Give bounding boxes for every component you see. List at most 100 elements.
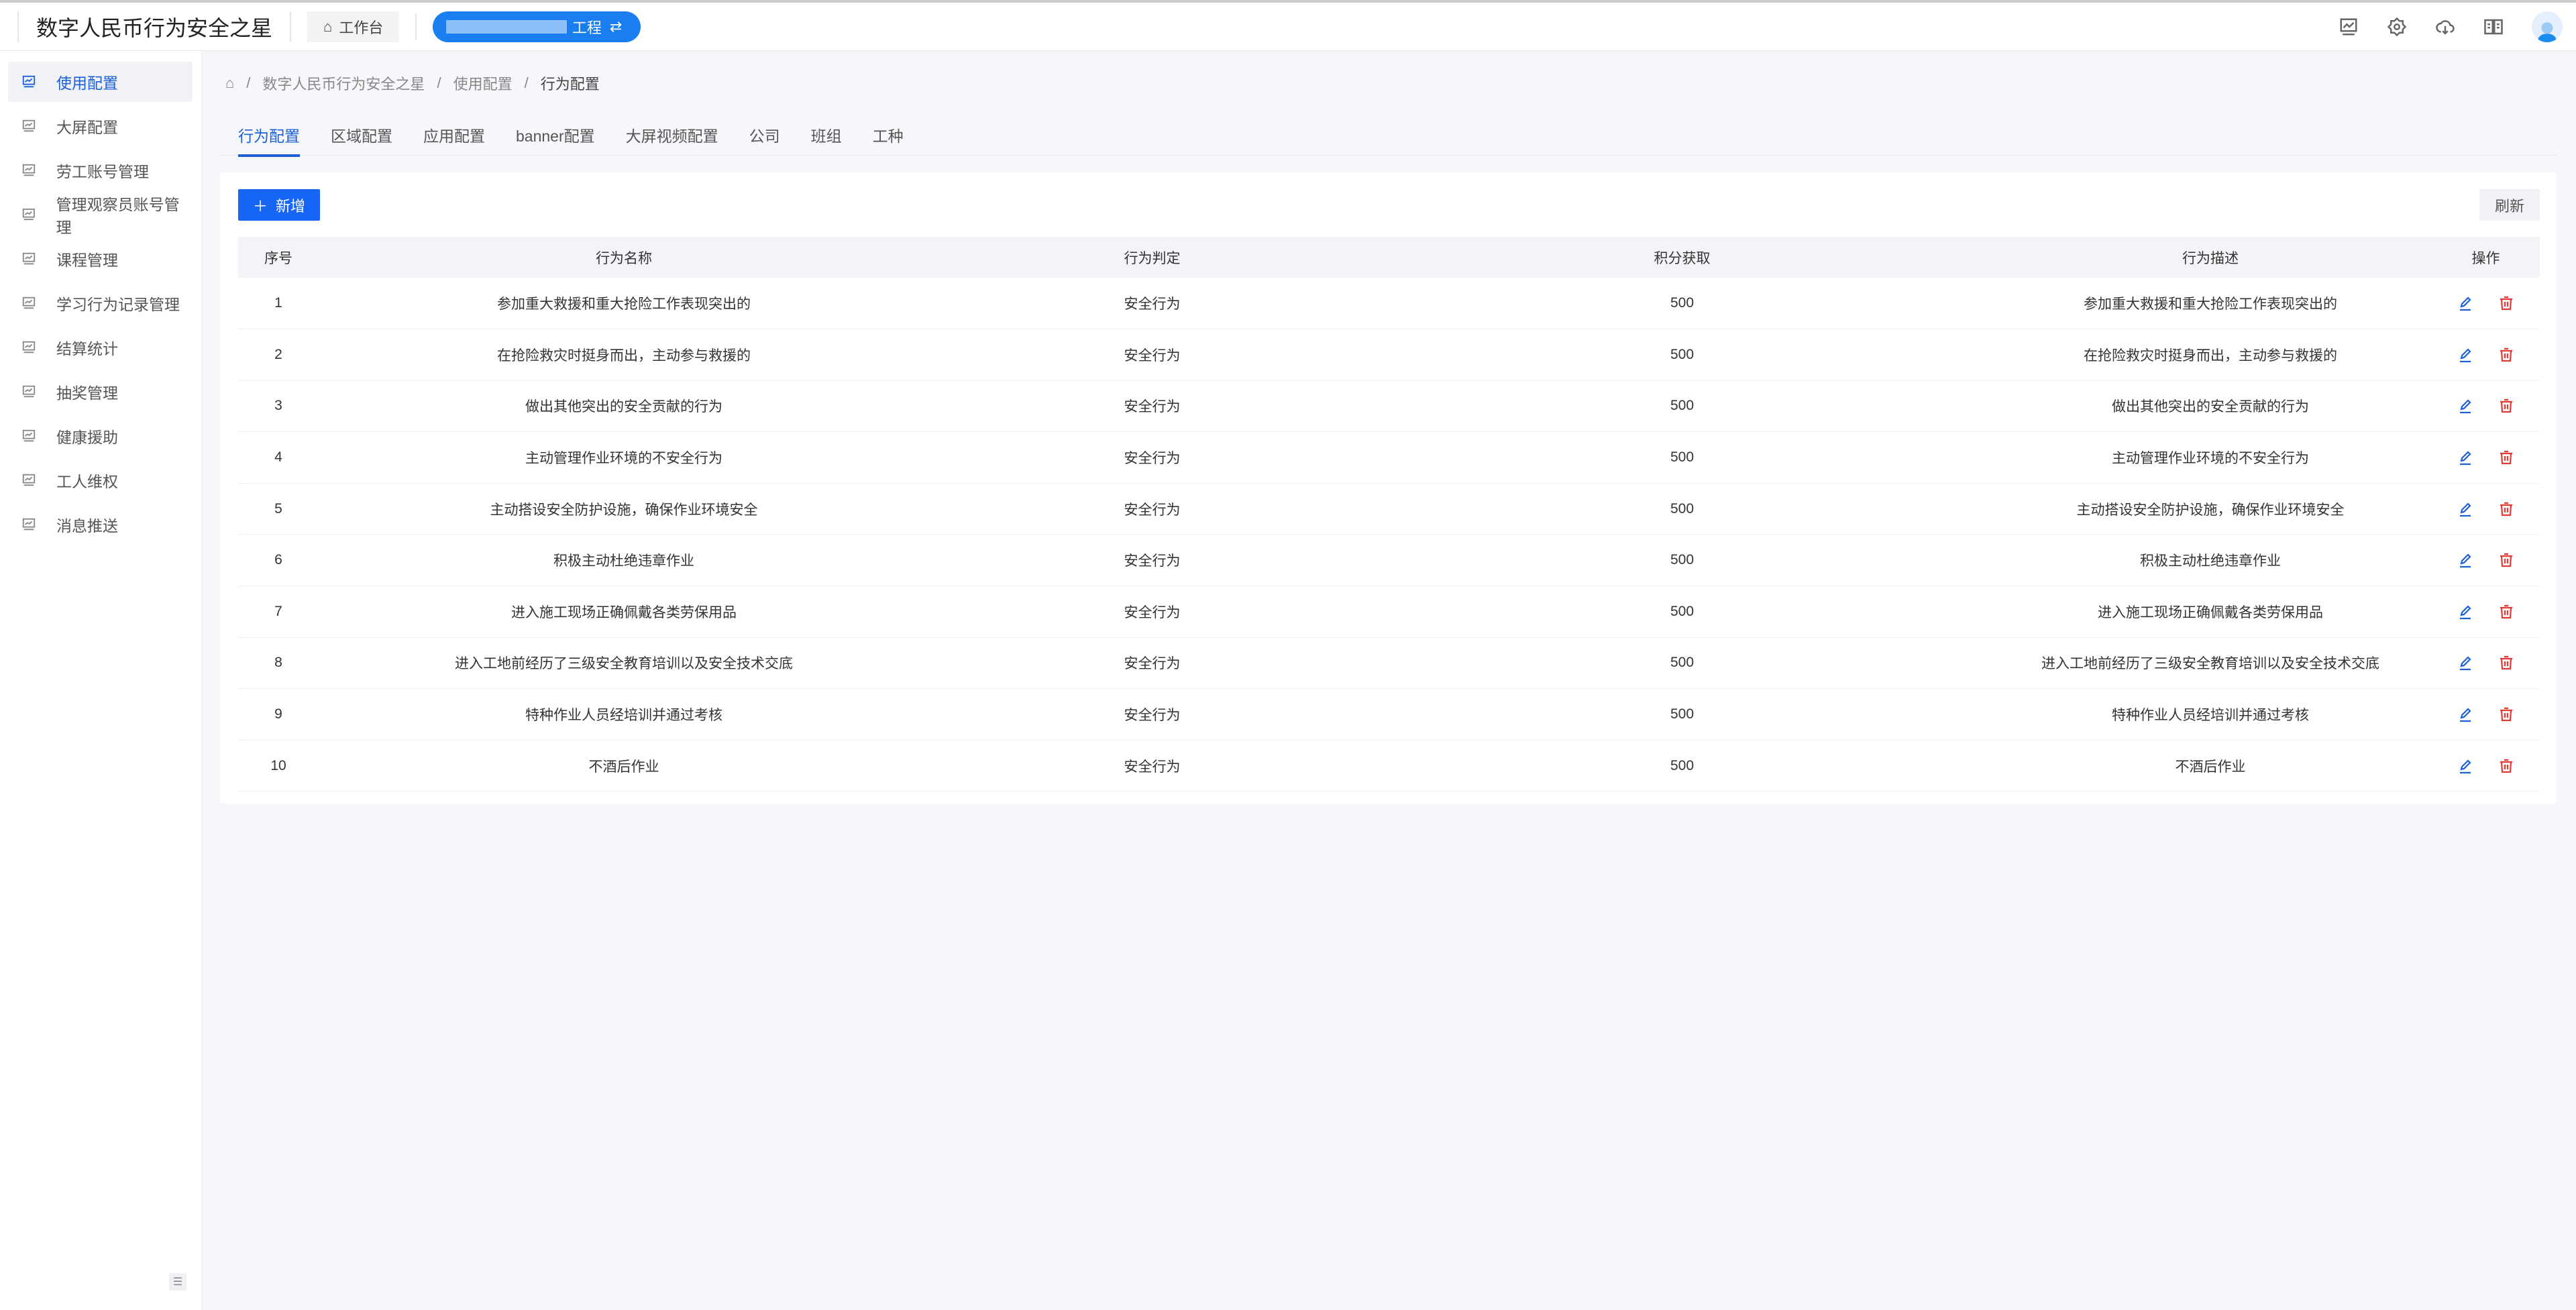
sidebar-item-label: 健康援助	[56, 429, 118, 446]
actions-cell	[2432, 534, 2540, 587]
tab[interactable]: 区域配置	[331, 127, 392, 145]
table-cell: 安全行为	[929, 380, 1375, 433]
table-cell: 7	[238, 586, 319, 638]
chart-board-icon	[22, 518, 36, 531]
table-cell: 特种作业人员经培训并通过考核	[319, 688, 929, 741]
refresh-button[interactable]: 刷新	[2479, 189, 2540, 221]
table-cell: 在抢险救灾时挺身而出，主动参与救援的	[1989, 329, 2432, 381]
table-cell: 500	[1375, 637, 1989, 690]
sidebar-item[interactable]: 健康援助	[8, 416, 193, 456]
chart-board-icon	[22, 75, 36, 88]
table-cell: 500	[1375, 431, 1989, 484]
cloud-download-icon[interactable]	[2435, 17, 2455, 37]
sidebar-item[interactable]: 抽奖管理	[8, 372, 193, 412]
monitor-chart-icon[interactable]	[2339, 17, 2359, 37]
content-card: ＋新增 刷新 序号 行为名称 行为判定 积分获取 行为描述 操作 1 参加重大救援和重大抢险…	[220, 172, 2557, 804]
delete-icon[interactable]	[2498, 347, 2514, 363]
table-cell: 参加重大救援和重大抢险工作表现突出的	[319, 278, 929, 330]
tab[interactable]: 应用配置	[423, 127, 485, 145]
edit-icon[interactable]	[2458, 604, 2474, 620]
project-switcher[interactable]: 工程 ⇄	[433, 11, 641, 42]
divider	[415, 13, 417, 40]
table-cell: 安全行为	[929, 431, 1375, 484]
edit-icon[interactable]	[2458, 501, 2474, 517]
tab[interactable]: banner配置	[516, 127, 595, 145]
edit-icon[interactable]	[2458, 655, 2474, 671]
edit-icon[interactable]	[2458, 758, 2474, 774]
table-cell: 安全行为	[929, 278, 1375, 330]
tab[interactable]: 班组	[810, 127, 842, 145]
add-button[interactable]: ＋ 新增	[238, 189, 320, 221]
tab[interactable]: 工种	[872, 127, 904, 145]
avatar[interactable]	[2532, 11, 2563, 42]
breadcrumb-item[interactable]: 数字人民币行为安全之星	[262, 76, 425, 93]
delete-icon[interactable]	[2498, 604, 2514, 620]
tab[interactable]: 行为配置	[238, 123, 300, 157]
delete-icon[interactable]	[2498, 295, 2514, 311]
sidebar: 使用配置大屏配置 劳工账号管理 管理观察员账号管理 课程管理学习行为记录管理结算统计抽…	[0, 51, 202, 1310]
table-row: 7 进入施工现场正确佩戴各类劳保用品 安全行为 500 进入施工现场正确佩戴各类劳保用品	[238, 586, 2540, 638]
workbench-button[interactable]: ⌂ 工作台	[307, 11, 400, 42]
table-row: 10 不酒后作业 安全行为 500 不酒后作业	[238, 740, 2540, 792]
chart-board-icon	[22, 474, 36, 486]
table-cell: 500	[1375, 586, 1989, 638]
redacted-project-name	[446, 19, 568, 34]
actions-cell	[2432, 483, 2540, 535]
sidebar-item-label: 学习行为记录管理	[56, 296, 180, 313]
edit-icon[interactable]	[2458, 295, 2474, 311]
breadcrumb-item[interactable]: 使用配置	[453, 76, 513, 93]
table-cell: 2	[238, 329, 319, 381]
table-cell: 主动搭设安全防护设施，确保作业环境安全	[1989, 483, 2432, 535]
sidebar-item[interactable]: 学习行为记录管理	[8, 283, 193, 323]
tab[interactable]: 公司	[749, 127, 780, 145]
collapse-sidebar-button[interactable]: ☰	[169, 1273, 186, 1291]
chart-board-icon	[22, 164, 36, 176]
app-title: 数字人民币行为安全之星	[17, 11, 292, 42]
table-cell: 安全行为	[929, 329, 1375, 381]
delete-icon[interactable]	[2498, 758, 2514, 774]
table-row: 8 进入工地前经历了三级安全教育培训以及安全技术交底 安全行为 500 进入工地前经历了…	[238, 637, 2540, 690]
sidebar-item[interactable]: 结算统计	[8, 327, 193, 368]
edit-icon[interactable]	[2458, 449, 2474, 466]
sidebar-item[interactable]: 消息推送	[8, 504, 193, 545]
sidebar-item[interactable]: 大屏配置	[8, 106, 193, 146]
gear-icon[interactable]	[2387, 17, 2407, 37]
table-cell: 不酒后作业	[1989, 740, 2432, 792]
book-icon[interactable]	[2483, 17, 2504, 37]
actions-cell	[2432, 740, 2540, 792]
edit-icon[interactable]	[2458, 347, 2474, 363]
delete-icon[interactable]	[2498, 655, 2514, 671]
chart-board-icon	[22, 208, 35, 221]
edit-icon[interactable]	[2458, 398, 2474, 414]
table-cell: 8	[238, 637, 319, 690]
table-row: 6 积极主动杜绝违章作业 安全行为 500 积极主动杜绝违章作业	[238, 534, 2540, 587]
delete-icon[interactable]	[2498, 449, 2514, 466]
table-cell: 500	[1375, 688, 1989, 741]
table-cell: 进入工地前经历了三级安全教育培训以及安全技术交底	[1989, 637, 2432, 690]
sidebar-item-label: 使用配置	[56, 74, 118, 92]
sidebar-item[interactable]: 课程管理	[8, 239, 193, 279]
sidebar-item[interactable]: 管理观察员账号管理	[8, 195, 193, 236]
table-cell: 进入施工现场正确佩戴各类劳保用品	[1989, 586, 2432, 638]
table-row: 9 特种作业人员经培训并通过考核 安全行为 500 特种作业人员经培训并通过考核	[238, 688, 2540, 741]
table-cell: 进入工地前经历了三级安全教育培训以及安全技术交底	[319, 637, 929, 690]
tab[interactable]: 大屏视频配置	[625, 127, 718, 145]
delete-icon[interactable]	[2498, 501, 2514, 517]
edit-icon[interactable]	[2458, 706, 2474, 722]
sidebar-item[interactable]: 使用配置	[8, 62, 193, 102]
delete-icon[interactable]	[2498, 706, 2514, 722]
sidebar-item-label: 工人维权	[56, 473, 118, 490]
column-header: 积分获取	[1375, 237, 1989, 278]
add-label: 新增	[276, 197, 306, 215]
table-cell: 500	[1375, 483, 1989, 535]
table-cell: 进入施工现场正确佩戴各类劳保用品	[319, 586, 929, 638]
table-cell: 安全行为	[929, 688, 1375, 741]
home-icon[interactable]: ⌂	[225, 74, 235, 91]
delete-icon[interactable]	[2498, 398, 2514, 414]
project-label: 工程	[572, 19, 602, 36]
sidebar-item[interactable]: 工人维权	[8, 460, 193, 500]
delete-icon[interactable]	[2498, 552, 2514, 568]
sidebar-item[interactable]: 劳工账号管理	[8, 150, 193, 190]
table-cell: 安全行为	[929, 637, 1375, 690]
edit-icon[interactable]	[2458, 552, 2474, 568]
